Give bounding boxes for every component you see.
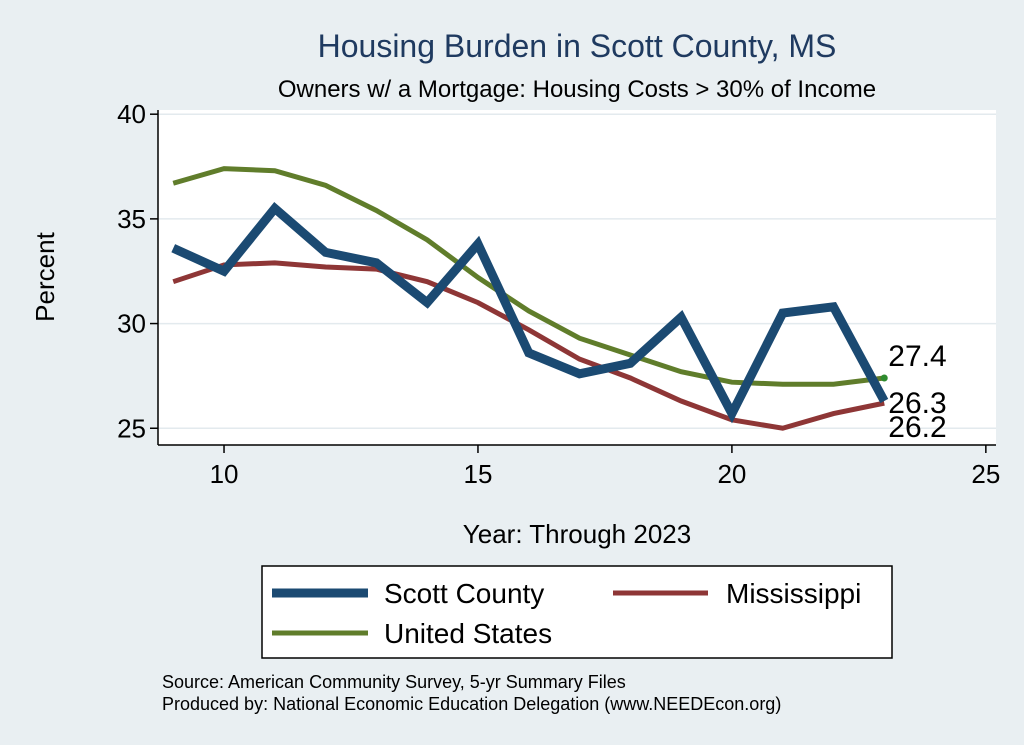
x-tick-label-20: 20 [717,459,746,489]
x-tick-label-15: 15 [464,459,493,489]
series-line-united-states [172,166,885,387]
x-tick-label-25: 25 [971,459,1000,489]
legend-label-mississippi: Mississippi [726,578,861,609]
legend-box [261,565,893,659]
x-tick-label-10: 10 [210,459,239,489]
end-labels: 26.326.2 27.4 [888,340,946,444]
series-layer [171,166,889,431]
legend: Scott County Mississippi United States [261,565,893,659]
y-tick-label-25: 25 [117,413,146,443]
y-axis-label: Percent [30,231,60,321]
chart-subtitle: Owners w/ a Mortgage: Housing Costs > 30… [278,76,876,103]
y-tick-label-40: 40 [117,99,146,129]
series-line-scott-county [171,201,889,424]
legend-label-scott-county: Scott County [384,578,544,609]
legend-label-united-states: United States [384,618,552,649]
axes: 25 30 35 40 10 15 20 25 [117,99,1000,489]
end-label-scott-county: 26.3 [888,387,946,420]
y-tick-label-35: 35 [117,204,146,234]
source-note: Source: American Community Survey, 5-yr … [162,672,626,692]
x-axis-label: Year: Through 2023 [463,519,691,549]
gridlines [158,113,996,429]
series-line-mississippi [172,260,885,431]
plot-area [158,110,996,445]
y-tick-label-30: 30 [117,309,146,339]
series-end-marker-united-states [880,374,888,382]
end-label-mississippi: 26.2 [888,411,946,444]
chart-title: Housing Burden in Scott County, MS [318,28,837,64]
producer-note: Produced by: National Economic Education… [162,694,781,714]
end-label-united-states: 27.4 [888,340,946,373]
